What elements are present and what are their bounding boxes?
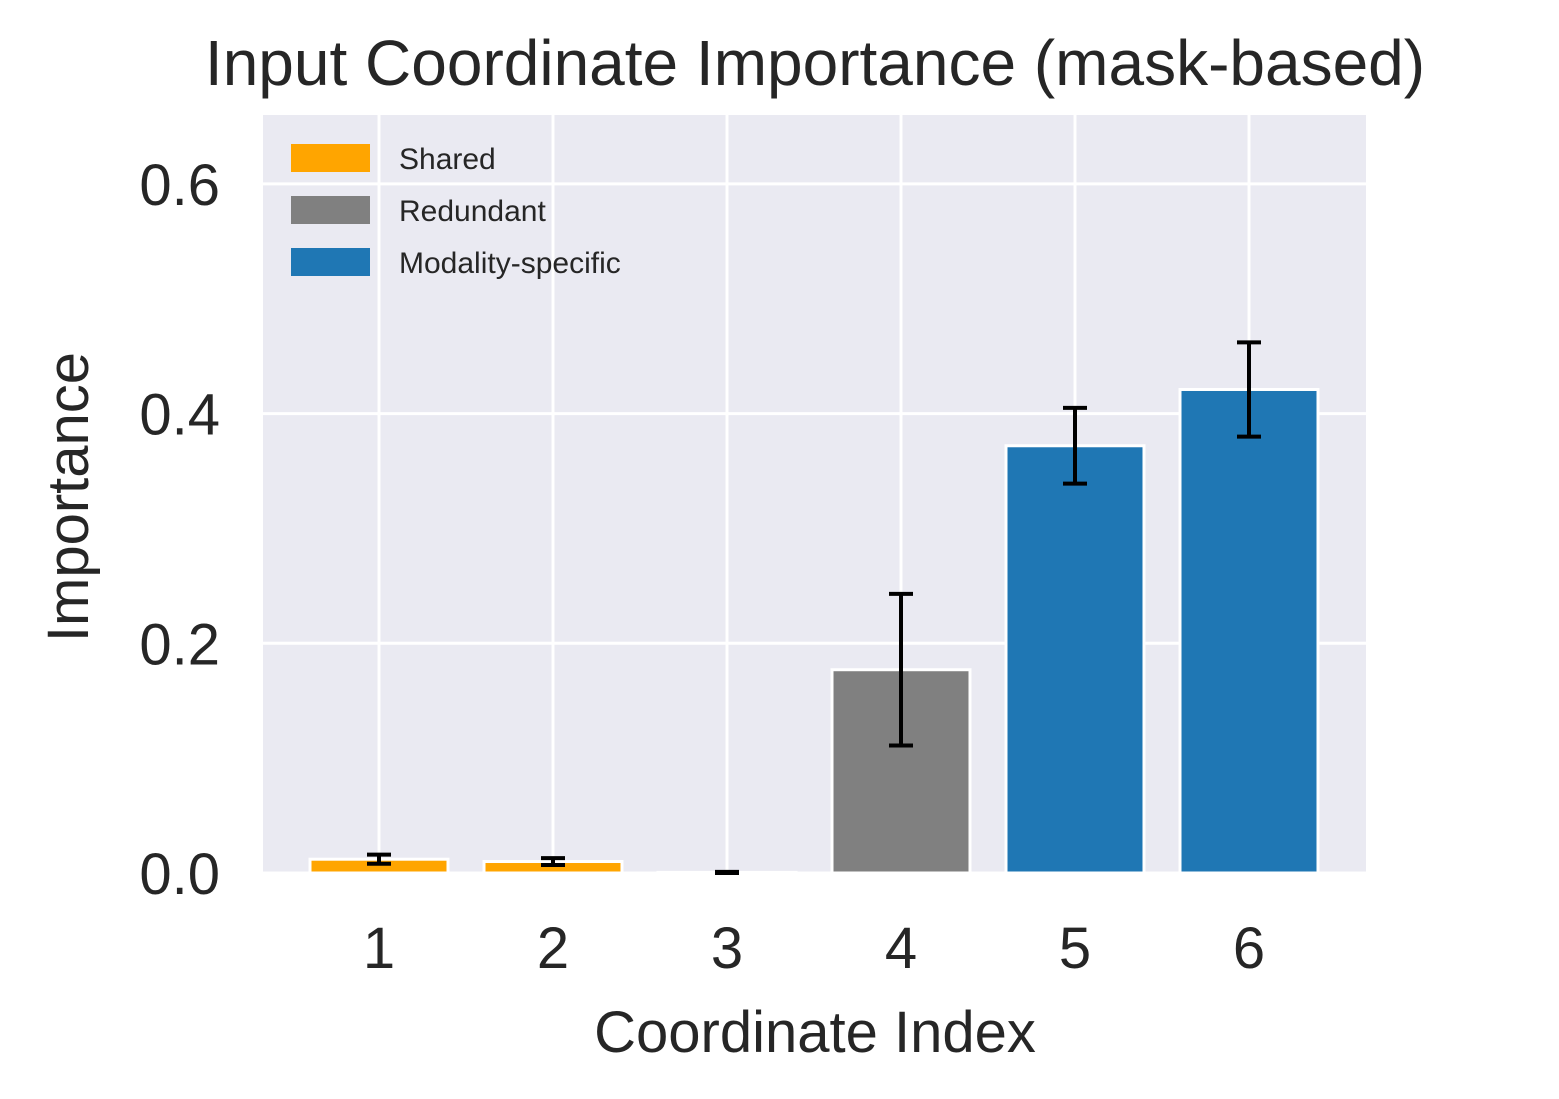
y-tick-labels: 0.0 0.2 0.4 0.6 <box>139 153 220 907</box>
x-tick-label: 4 <box>885 916 917 981</box>
y-tick-label: 0.4 <box>139 383 220 448</box>
error-bar <box>1237 340 1261 439</box>
bar <box>1004 444 1146 875</box>
x-tick-labels: 1 2 3 4 5 6 <box>363 916 1265 981</box>
legend: Shared Redundant Modality-specific <box>291 143 621 280</box>
bar <box>1178 387 1320 875</box>
x-tick-label: 3 <box>711 916 743 981</box>
legend-label: Redundant <box>399 195 546 228</box>
bars <box>308 387 1320 875</box>
y-axis-label: Importance <box>36 352 101 642</box>
x-tick-label: 1 <box>363 916 395 981</box>
legend-swatch <box>291 248 370 276</box>
error-bars <box>367 340 1261 875</box>
error-bar <box>541 856 565 867</box>
error-bar <box>715 869 739 875</box>
error-bar <box>889 591 913 748</box>
legend-label: Shared <box>399 143 496 176</box>
legend-swatch <box>291 196 370 224</box>
chart-title: Input Coordinate Importance (mask-based) <box>205 27 1425 99</box>
y-tick-label: 0.0 <box>139 842 220 907</box>
y-tick-label: 0.2 <box>139 612 220 677</box>
x-axis-label: Coordinate Index <box>594 1000 1036 1065</box>
x-tick-label: 5 <box>1059 916 1091 981</box>
x-tick-label: 6 <box>1233 916 1265 981</box>
x-tick-label: 2 <box>537 916 569 981</box>
error-bar <box>367 852 391 866</box>
legend-label: Modality-specific <box>399 247 621 280</box>
y-tick-label: 0.6 <box>139 153 220 218</box>
error-bar <box>1063 405 1087 486</box>
legend-swatch <box>291 144 370 172</box>
